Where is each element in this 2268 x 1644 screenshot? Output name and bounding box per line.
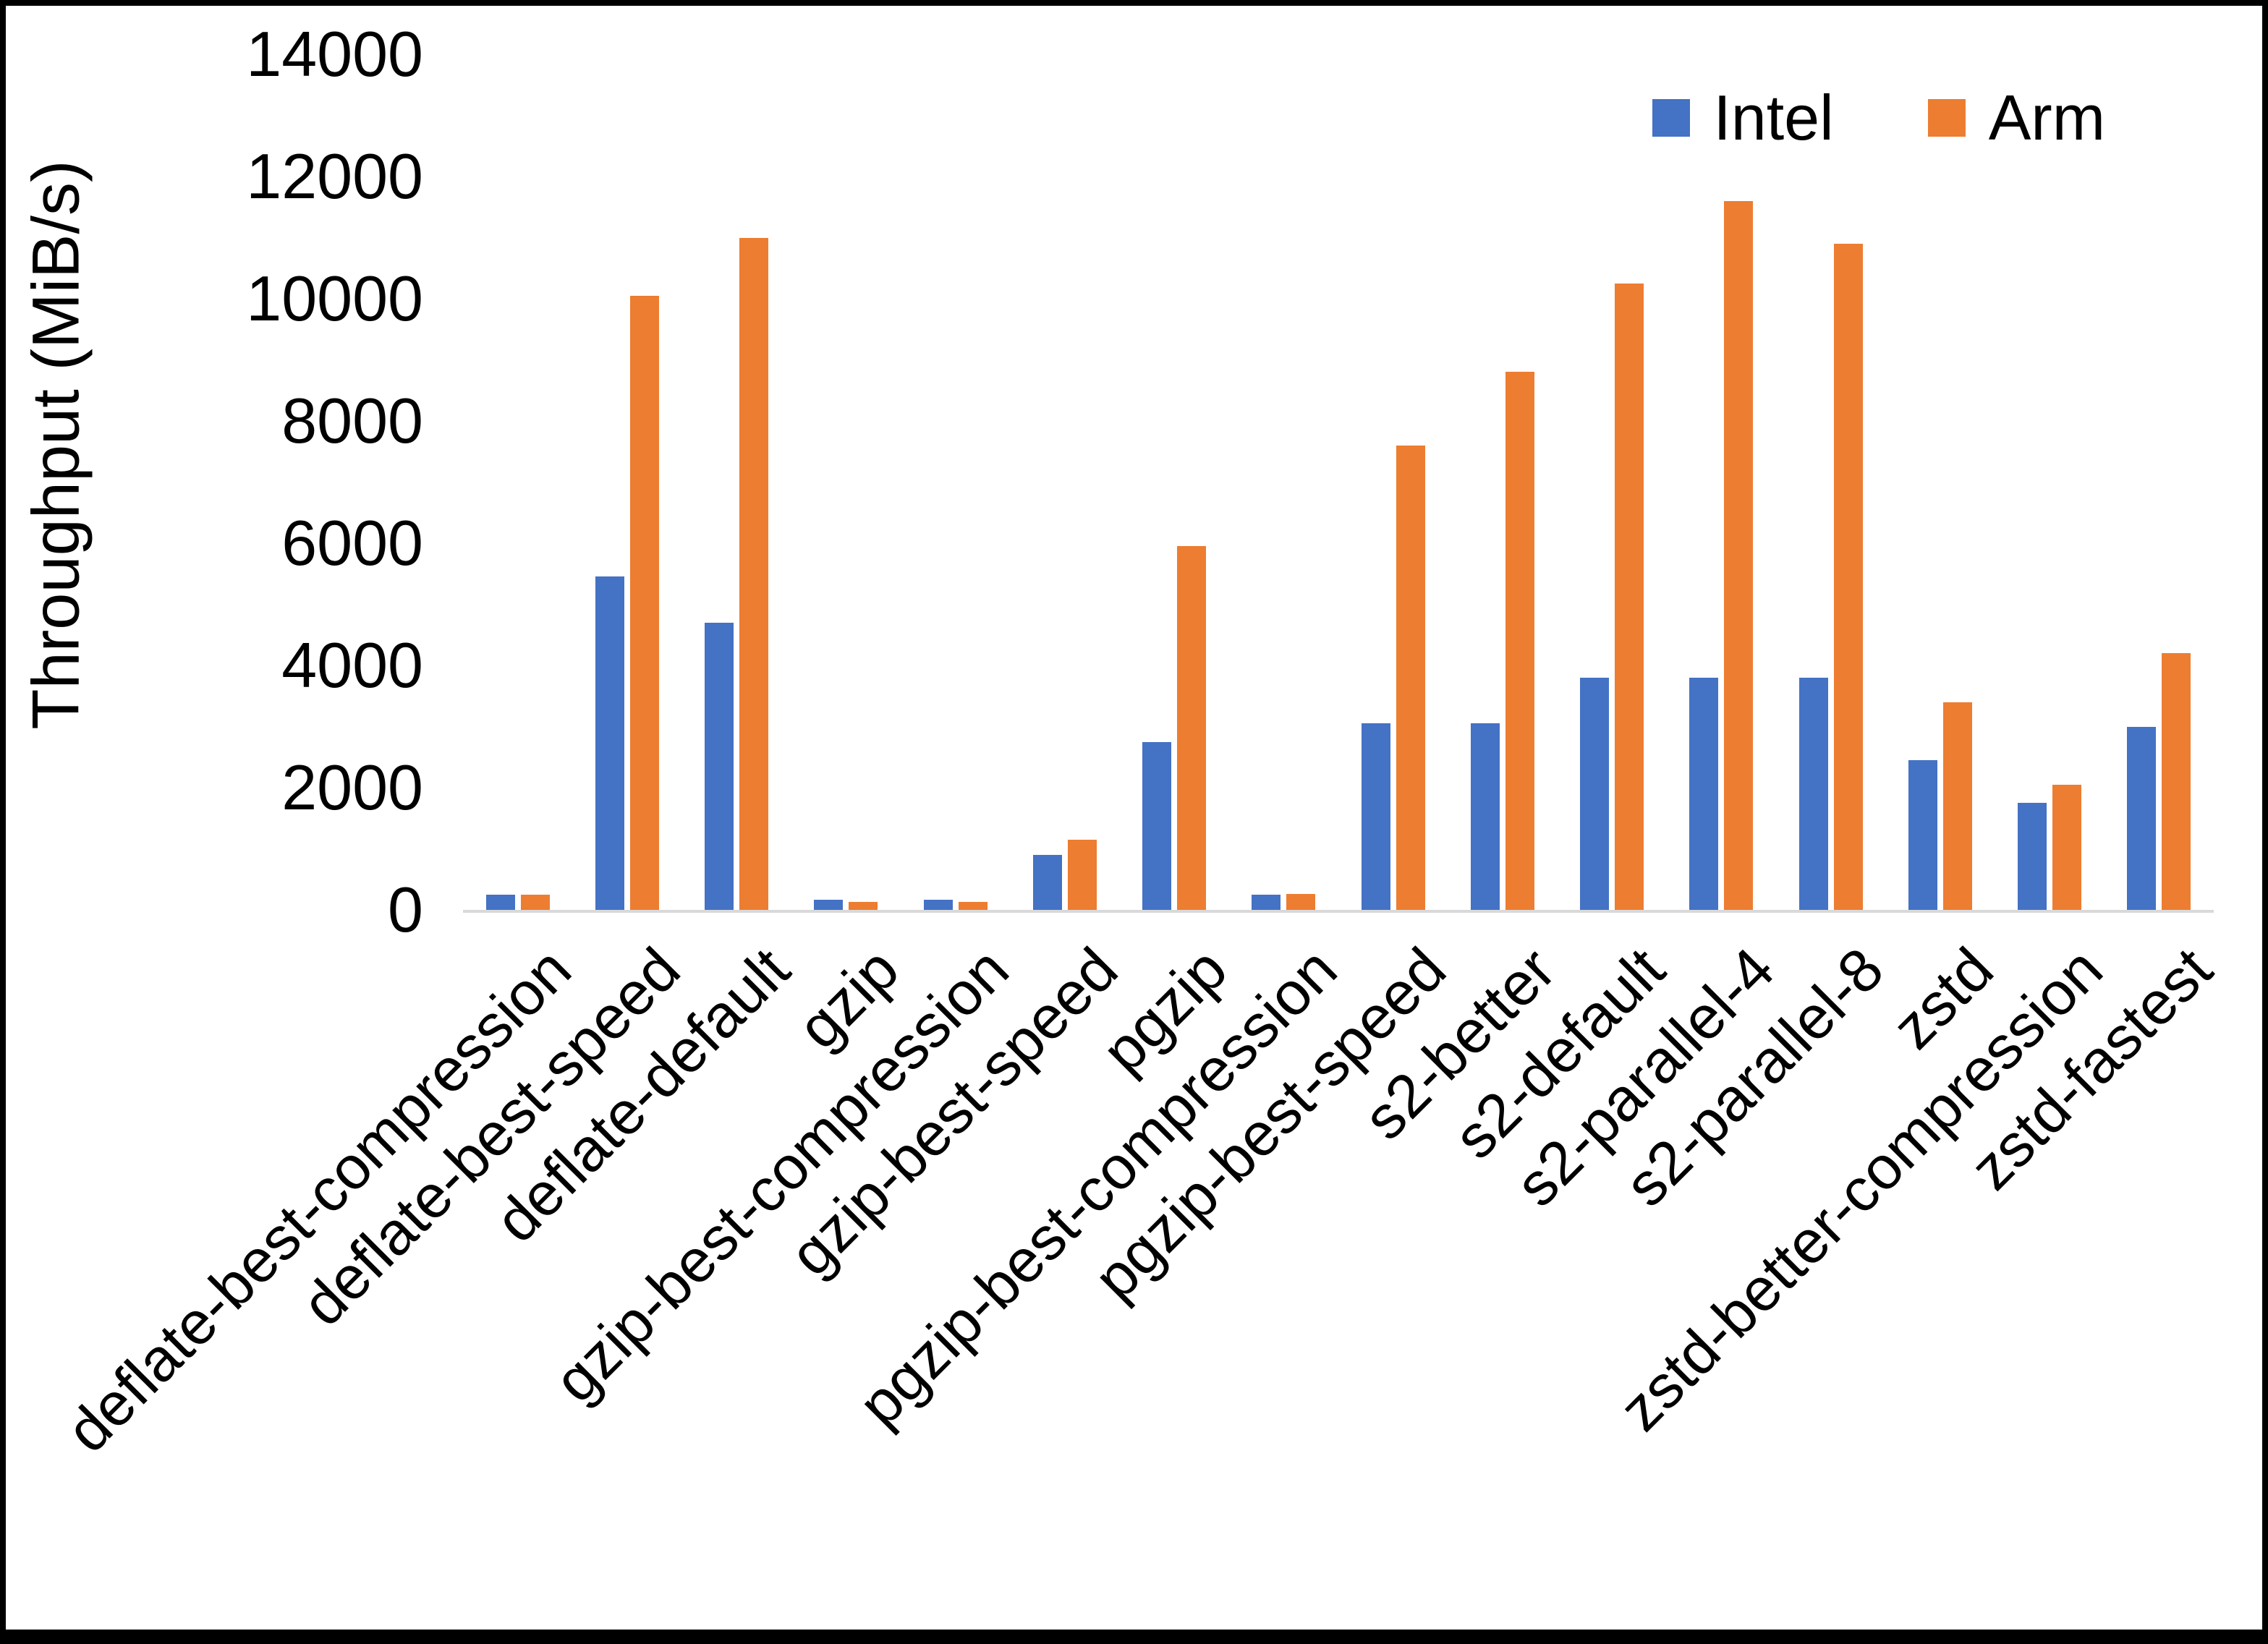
bar-intel-zstd [1908, 759, 1937, 910]
bar-arm-zstd-fastest [2162, 653, 2191, 910]
bar-arm-s2-default [1615, 283, 1644, 910]
legend-label: Arm [1988, 82, 2105, 153]
legend-swatch-icon [1927, 99, 1966, 137]
bar-intel-pgzip-best-compression [1252, 894, 1281, 910]
bar-arm-zstd-better-compression [2052, 784, 2082, 910]
bar-arm-deflate-best-speed [629, 295, 659, 910]
legend-swatch-icon [1652, 99, 1691, 137]
bar-intel-zstd-fastest [2127, 726, 2157, 910]
y-tick-label: 6000 [281, 507, 423, 579]
bar-arm-gzip [849, 902, 878, 910]
legend-item-arm: Arm [1927, 81, 2105, 155]
bar-intel-deflate-best-speed [595, 576, 624, 910]
bar-intel-pgzip [1142, 741, 1172, 910]
bar-arm-zstd [1942, 702, 1972, 910]
bar-intel-gzip [814, 900, 844, 910]
legend: Intel Arm [1652, 81, 2105, 155]
x-axis-line [463, 910, 2214, 913]
bar-intel-s2-parallel-4 [1689, 677, 1719, 910]
bar-arm-s2-parallel-8 [1833, 243, 1863, 910]
bottom-frame-bar [0, 1630, 2268, 1644]
bar-arm-s2-better [1505, 372, 1534, 910]
bar-intel-pgzip-best-speed [1361, 723, 1390, 910]
bar-intel-zstd-better-compression [2018, 803, 2047, 910]
y-tick-label: 2000 [281, 751, 423, 823]
legend-label: Intel [1713, 82, 1834, 153]
y-tick-label: 0 [388, 874, 423, 945]
bar-intel-deflate-default [705, 622, 734, 910]
y-tick-label: 4000 [281, 629, 423, 701]
bar-arm-s2-parallel-4 [1724, 200, 1754, 910]
bar-arm-deflate-best-compression [520, 894, 550, 910]
legend-item-intel: Intel [1652, 81, 1834, 155]
y-tick-label: 10000 [246, 263, 423, 334]
bar-arm-pgzip-best-compression [1286, 894, 1316, 910]
bar-intel-gzip-best-compression [923, 900, 953, 910]
y-axis-title: Throughput (MiB/s) [19, 160, 93, 730]
bar-intel-s2-default [1580, 677, 1610, 910]
bar-intel-s2-better [1470, 723, 1500, 910]
bar-intel-deflate-best-compression [485, 894, 515, 910]
bar-intel-gzip-best-speed [1032, 854, 1062, 910]
y-tick-label: 14000 [246, 18, 423, 90]
bar-arm-gzip-best-compression [958, 902, 988, 910]
bar-arm-deflate-default [739, 237, 769, 910]
bar-arm-pgzip-best-speed [1396, 445, 1425, 910]
bar-arm-pgzip [1177, 546, 1207, 910]
y-tick-label: 12000 [246, 140, 423, 212]
y-tick-label: 8000 [281, 385, 423, 456]
bar-intel-s2-parallel-8 [1798, 677, 1828, 910]
bar-arm-gzip-best-speed [1067, 839, 1097, 910]
